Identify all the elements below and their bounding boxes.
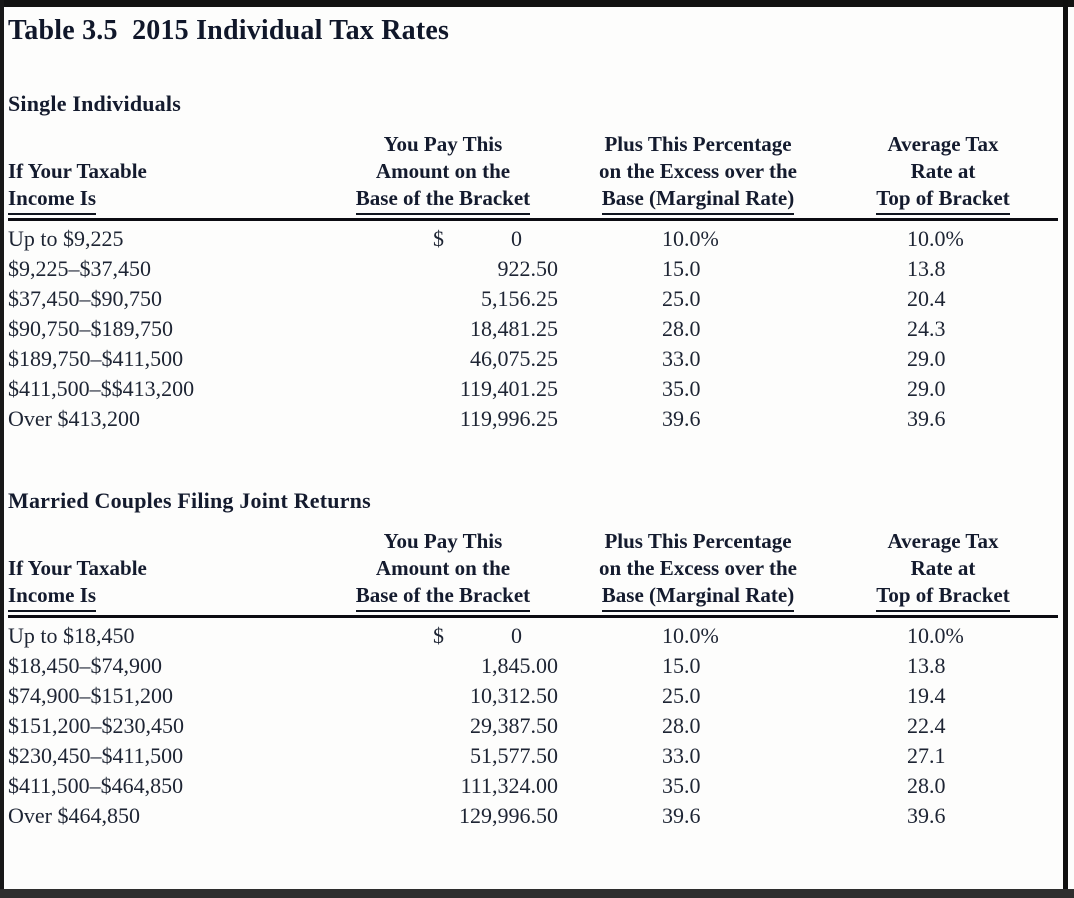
average-rate-cell: 22.4 [907,713,946,738]
table-row: $411,500–$464,850 111,324.00 35.0 28.0 [8,771,1058,801]
column-header-average-rate: Average Tax Rate at Top of Bracket [828,528,1058,618]
column-header-taxable-income: If Your Taxable Income Is [8,131,318,221]
bracket-cell: $411,500–$464,850 [8,773,184,798]
marginal-rate-cell: 10.0% [662,226,719,251]
table-row: Up to $18,450 $ 0 10.0% 10.0% [8,617,1058,652]
page-frame-left [0,0,4,898]
marginal-rate-cell: 35.0 [662,773,701,798]
average-rate-cell: 28.0 [907,773,946,798]
table-row: Over $413,200 119,996.25 39.6 39.6 [8,404,1058,434]
marginal-rate-cell: 10.0% [662,623,719,648]
table-row: $18,450–$74,900 1,845.00 15.0 13.8 [8,651,1058,681]
average-rate-cell: 10.0% [907,226,964,251]
base-amount-cell: 111,324.00 [460,773,558,798]
bracket-cell: Up to $18,450 [8,623,135,648]
average-rate-cell: 39.6 [907,803,946,828]
table-row: $189,750–$411,500 46,075.25 33.0 29.0 [8,344,1058,374]
table-row: $151,200–$230,450 29,387.50 28.0 22.4 [8,711,1058,741]
average-rate-cell: 24.3 [907,316,946,341]
table-header-row: If Your Taxable Income Is You Pay This A… [8,131,1058,221]
marginal-rate-cell: 35.0 [662,376,701,401]
currency-symbol: $ [433,623,444,648]
bracket-cell: $90,750–$189,750 [8,316,173,341]
tax-table-married: If Your Taxable Income Is You Pay This A… [8,528,1058,831]
table-row: $230,450–$411,500 51,577.50 33.0 27.1 [8,741,1058,771]
table-row: Over $464,850 129,996.50 39.6 39.6 [8,801,1058,831]
bracket-cell: Over $413,200 [8,406,140,431]
average-rate-cell: 13.8 [907,653,946,678]
marginal-rate-cell: 28.0 [662,713,701,738]
average-rate-cell: 10.0% [907,623,964,648]
table-row: $411,500–$$413,200 119,401.25 35.0 29.0 [8,374,1058,404]
base-amount-cell: 119,996.25 [459,406,558,431]
column-header-taxable-income: If Your Taxable Income Is [8,528,318,618]
column-header-average-rate: Average Tax Rate at Top of Bracket [828,131,1058,221]
base-amount-cell: 119,401.25 [459,376,558,401]
page-frame-bottom [0,889,1074,898]
table-row: $74,900–$151,200 10,312.50 25.0 19.4 [8,681,1058,711]
marginal-rate-cell: 25.0 [662,286,701,311]
average-rate-cell: 29.0 [907,376,946,401]
table-row: $37,450–$90,750 5,156.25 25.0 20.4 [8,284,1058,314]
bracket-cell: $189,750–$411,500 [8,346,184,371]
marginal-rate-cell: 33.0 [662,743,701,768]
bracket-cell: $37,450–$90,750 [8,286,162,311]
column-header-marginal-rate: Plus This Percentage on the Excess over … [568,131,828,221]
bracket-cell: $411,500–$$413,200 [8,376,195,401]
bracket-cell: Up to $9,225 [8,226,124,251]
bracket-cell: $9,225–$37,450 [8,256,151,281]
marginal-rate-cell: 33.0 [662,346,701,371]
page-title: Table 3.5 2015 Individual Tax Rates [8,15,450,46]
average-rate-cell: 39.6 [907,406,946,431]
marginal-rate-cell: 15.0 [662,256,701,281]
page-frame-right [1063,0,1068,898]
bracket-cell: $230,450–$411,500 [8,743,184,768]
marginal-rate-cell: 28.0 [662,316,701,341]
table-row: Up to $9,225 $ 0 10.0% 10.0% [8,220,1058,255]
average-rate-cell: 20.4 [907,286,946,311]
section-heading-married: Married Couples Filing Joint Returns [8,488,371,513]
base-amount-cell: 18,481.25 [470,316,558,341]
average-rate-cell: 13.8 [907,256,946,281]
table-row: $90,750–$189,750 18,481.25 28.0 24.3 [8,314,1058,344]
currency-symbol: $ [433,226,444,251]
page-frame-top [0,0,1074,7]
base-amount-cell: 51,577.50 [470,743,558,768]
base-amount-value: 0 [511,226,522,251]
column-header-marginal-rate: Plus This Percentage on the Excess over … [568,528,828,618]
marginal-rate-cell: 15.0 [662,653,701,678]
bracket-cell: $151,200–$230,450 [8,713,184,738]
tax-table-single: If Your Taxable Income Is You Pay This A… [8,131,1058,434]
base-amount-value: 0 [511,623,522,648]
average-rate-cell: 19.4 [907,683,946,708]
base-amount-cell: 1,845.00 [481,653,558,678]
base-amount-cell: $ 0 [318,617,568,652]
base-amount-cell: $ 0 [318,220,568,255]
marginal-rate-cell: 25.0 [662,683,701,708]
section-heading-single: Single Individuals [8,91,181,116]
marginal-rate-cell: 39.6 [662,406,701,431]
bracket-cell: Over $464,850 [8,803,140,828]
base-amount-cell: 922.50 [497,256,559,281]
average-rate-cell: 29.0 [907,346,946,371]
document-page: Table 3.5 2015 Individual Tax Rates Sing… [8,7,1058,831]
average-rate-cell: 27.1 [907,743,946,768]
bracket-cell: $18,450–$74,900 [8,653,162,678]
column-header-base-amount: You Pay This Amount on the Base of the B… [318,528,568,618]
column-header-base-amount: You Pay This Amount on the Base of the B… [318,131,568,221]
base-amount-cell: 46,075.25 [470,346,558,371]
table-header-row: If Your Taxable Income Is You Pay This A… [8,528,1058,618]
base-amount-cell: 29,387.50 [470,713,558,738]
base-amount-cell: 10,312.50 [470,683,558,708]
bracket-cell: $74,900–$151,200 [8,683,173,708]
marginal-rate-cell: 39.6 [662,803,701,828]
base-amount-cell: 5,156.25 [481,286,558,311]
base-amount-cell: 129,996.50 [459,803,558,828]
table-row: $9,225–$37,450 922.50 15.0 13.8 [8,254,1058,284]
